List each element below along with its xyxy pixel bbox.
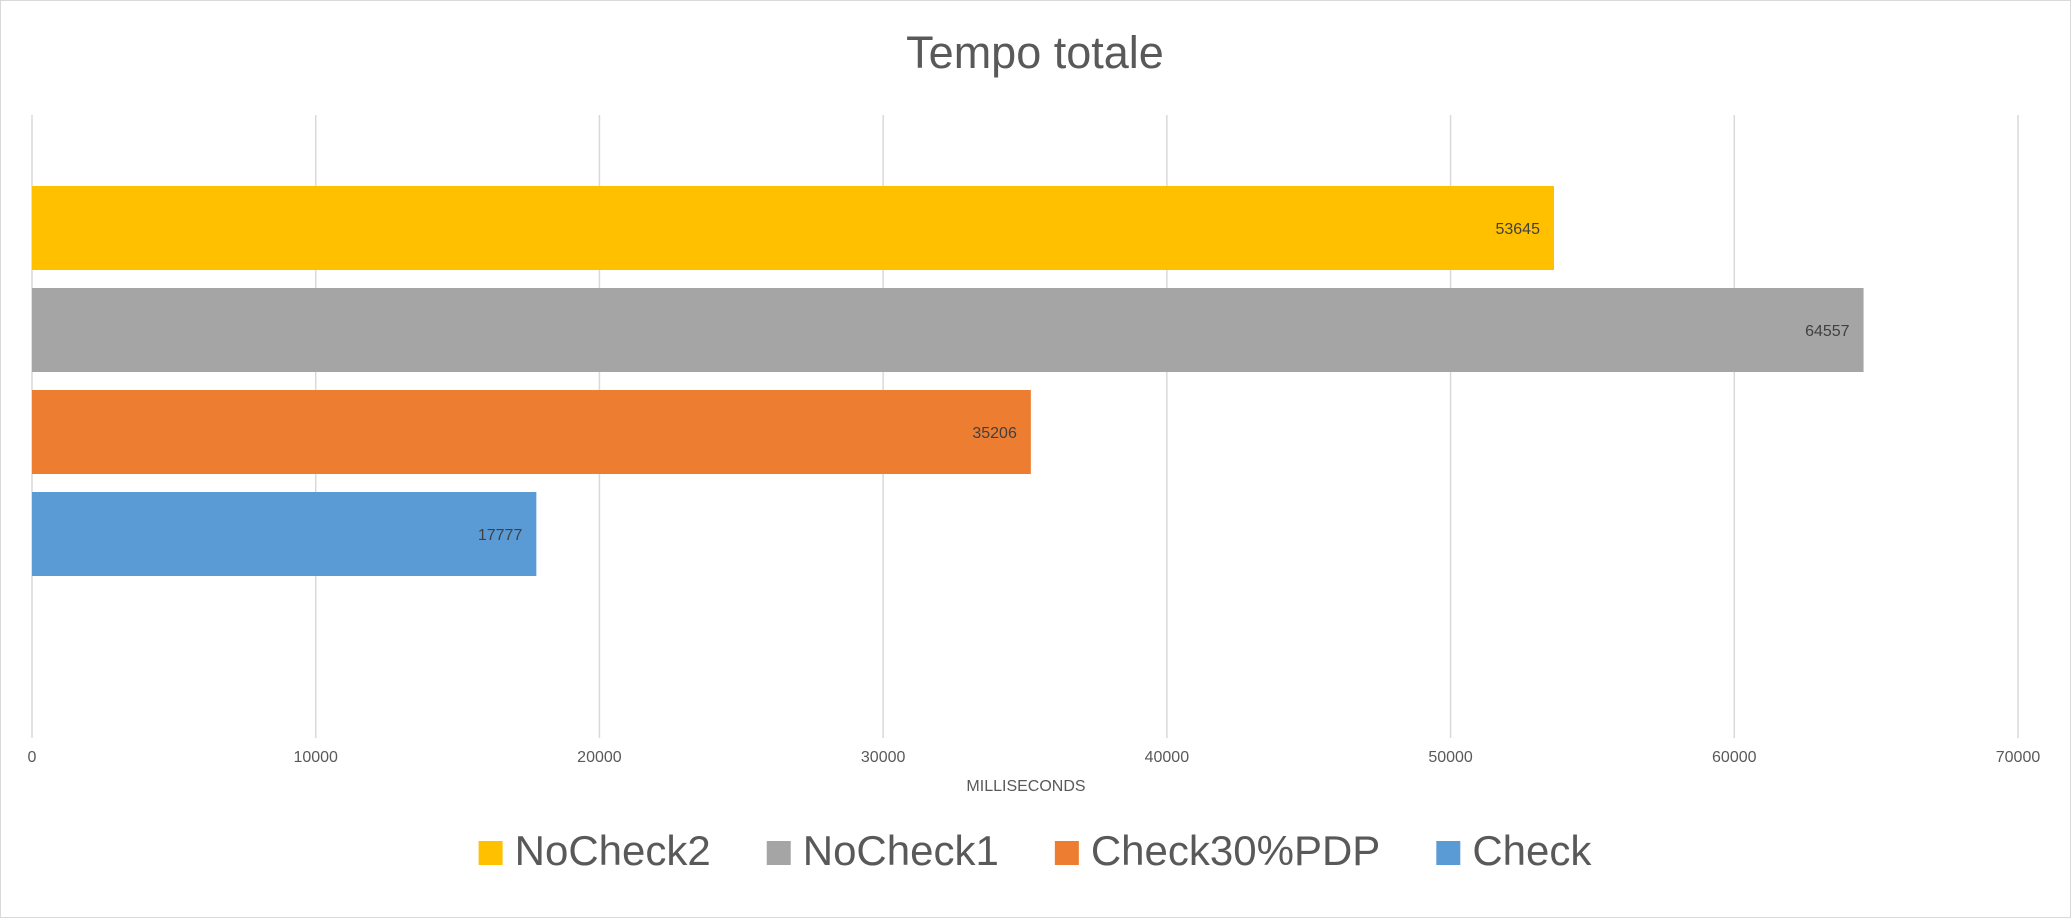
- x-tick-label: 10000: [293, 749, 338, 766]
- x-tick-label: 70000: [1996, 749, 2041, 766]
- bar-nocheck2: [32, 186, 1554, 270]
- bar-data-label: 53645: [1495, 221, 1540, 238]
- x-tick-label: 0: [28, 749, 37, 766]
- x-tick-label: 50000: [1428, 749, 1473, 766]
- legend-label: Check30%PDP: [1091, 827, 1380, 874]
- bar-nocheck1: [32, 288, 1864, 372]
- x-axis-title: MILLISECONDS: [966, 778, 1085, 795]
- legend-label: Check: [1472, 827, 1592, 874]
- legend: NoCheck2 NoCheck1 Check30%PDP Check: [478, 827, 1592, 874]
- bar-check30-pdp: [32, 390, 1031, 474]
- bar-data-label: 64557: [1805, 323, 1850, 340]
- bars: [32, 186, 1864, 576]
- x-tick-label: 30000: [861, 749, 906, 766]
- x-tick-label: 40000: [1145, 749, 1190, 766]
- bar-check: [32, 492, 537, 576]
- bar-data-label: 35206: [972, 425, 1017, 442]
- chart-title: Tempo totale: [906, 27, 1164, 78]
- bar-data-label: 17777: [478, 527, 523, 544]
- legend-label: NoCheck1: [803, 827, 999, 874]
- legend-swatch: [478, 841, 503, 865]
- legend-swatch: [766, 841, 791, 865]
- bar-labels: 53645 64557 35206 17777: [478, 221, 1850, 544]
- legend-label: NoCheck2: [515, 827, 711, 874]
- legend-swatch: [1436, 841, 1461, 865]
- legend-swatch: [1054, 841, 1079, 865]
- x-tick-label: 20000: [577, 749, 622, 766]
- x-tick-label: 60000: [1712, 749, 1757, 766]
- x-tick-labels: 0 10000 20000 30000 40000 50000 60000 70000: [28, 749, 2041, 766]
